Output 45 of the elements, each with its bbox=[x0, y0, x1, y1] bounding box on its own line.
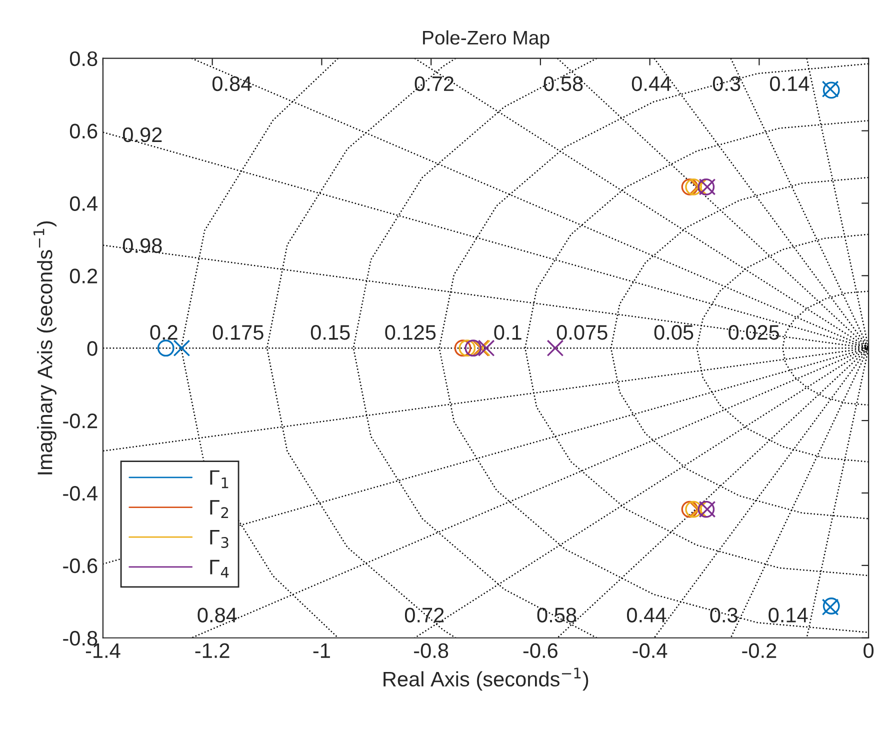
x-tick-label: -1.2 bbox=[195, 643, 230, 658]
annotation: 0.84 bbox=[212, 76, 252, 92]
annotation: 0.175 bbox=[212, 325, 264, 340]
annotation: 0.14 bbox=[768, 608, 808, 622]
y-tick-label: 0.6 bbox=[70, 124, 98, 139]
annotation: 0.125 bbox=[385, 325, 436, 340]
annotation: 0.2 bbox=[150, 325, 178, 340]
legend-label: Γ$_{3}$ bbox=[210, 530, 228, 548]
y-tick-label: -0.6 bbox=[63, 558, 98, 574]
annotation: 0.58 bbox=[537, 608, 576, 622]
legend-label: Γ$_{2}$ bbox=[210, 500, 228, 518]
y-tick-label: -0.2 bbox=[63, 414, 98, 428]
x-tick-label: -0.6 bbox=[523, 643, 558, 658]
annotation: 0.05 bbox=[654, 325, 694, 340]
legend-label: Γ$_{4}$ bbox=[210, 560, 229, 578]
y-tick-label: 0.2 bbox=[70, 268, 98, 284]
y-tick-label: 0.4 bbox=[70, 196, 98, 211]
x-tick-label: -0.8 bbox=[414, 643, 448, 658]
annotation: 0.44 bbox=[632, 76, 672, 92]
y-tick-label: 0 bbox=[87, 341, 98, 356]
chart-title: Pole-Zero Map bbox=[423, 30, 550, 48]
annotation: 0.58 bbox=[544, 76, 583, 92]
y-tick-label: 0.8 bbox=[70, 51, 98, 66]
x-tick-label: -0.2 bbox=[742, 643, 776, 658]
y-axis-title: Imaginary Axis (seconds$^{−1}$) bbox=[34, 221, 56, 474]
x-tick-label: -0.4 bbox=[632, 643, 668, 658]
x-tick-label: -1 bbox=[313, 644, 330, 658]
x-tick-label: 0 bbox=[864, 643, 874, 658]
annotation: 0.14 bbox=[770, 76, 810, 92]
annotation: 0.3 bbox=[710, 608, 738, 622]
annotation: 0.1 bbox=[494, 325, 522, 340]
annotation: 0.15 bbox=[310, 325, 350, 340]
legend-label: Γ$_{1}$ bbox=[210, 470, 228, 488]
y-tick-label: -0.8 bbox=[63, 630, 98, 646]
annotation: 0.72 bbox=[404, 608, 444, 622]
annotation: 0.84 bbox=[198, 608, 237, 622]
x-tick-label: -1.4 bbox=[86, 644, 120, 658]
annotation: 0.44 bbox=[626, 608, 666, 622]
y-tick-label: -0.4 bbox=[63, 486, 98, 501]
annotation: 0.98 bbox=[122, 238, 162, 253]
annotation: 0.3 bbox=[712, 76, 740, 92]
annotation: 0.92 bbox=[122, 127, 162, 142]
annotation: 0.72 bbox=[414, 76, 454, 92]
annotation: 0.075 bbox=[556, 325, 608, 340]
x-axis-title: Real Axis (seconds$^{−1}$) bbox=[384, 668, 588, 691]
